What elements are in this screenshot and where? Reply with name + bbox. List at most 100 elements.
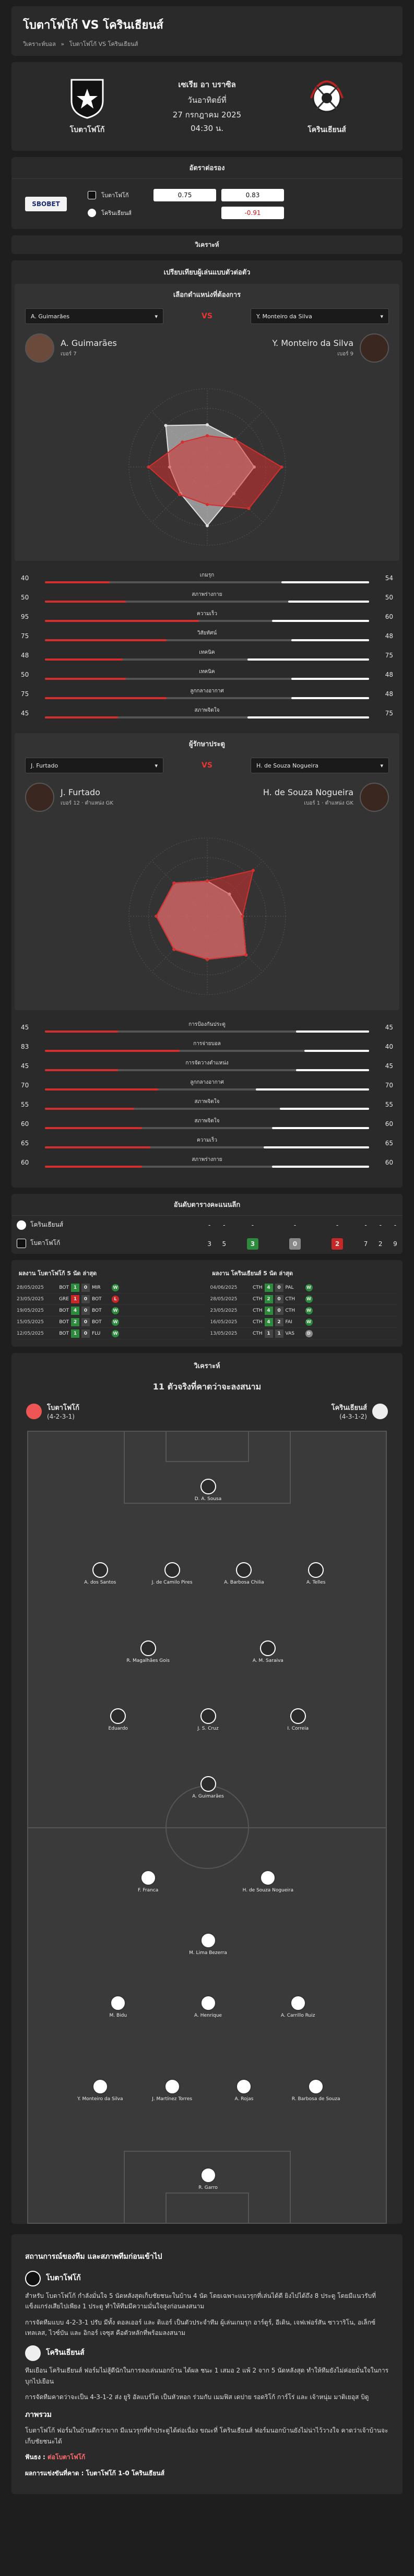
list-item[interactable]: 16/05/2025 CTH 4 2 FAI W [210,1316,397,1328]
player-dot [290,1995,306,2011]
right-player-select[interactable]: H. de Souza Nogueira ▾ [250,758,389,773]
stat-label: สภาพจิตใจ [194,708,220,713]
list-item[interactable]: 23/05/2025 GRE 1 0 BOT L [17,1293,204,1305]
player-marker[interactable]: A. Telles [285,1562,347,1585]
player-marker[interactable]: R. Magalhães Gois [117,1640,180,1663]
stat-fill-right [288,601,369,603]
player-marker[interactable]: A. Guimarães [177,1776,240,1799]
player-marker[interactable]: M. Bidu [87,1995,149,2018]
stat-track [45,620,369,622]
team-name: โบตาโฟโก้ [47,1404,80,1412]
cell: - [379,1221,382,1229]
stat-fill-right [281,581,369,583]
player-name: F. Franca [137,1888,159,1893]
radar-chart [128,388,286,546]
player-marker[interactable]: A. Henrique [177,1995,240,2018]
player-marker[interactable]: J. Martínez Torres [141,2079,204,2102]
stat-label: สภาพจิตใจ [194,1118,220,1124]
list-item[interactable]: 28/05/2025 BOT 1 0 MIR W [17,1282,204,1293]
breadcrumb-home[interactable]: วิเคราะห์บอล [23,41,56,47]
right-player-select[interactable]: Y. Monteiro da Silva ▾ [250,308,389,324]
left-player-select[interactable]: J. Furtado ▾ [25,758,163,773]
stat-left-value: 55 [21,1100,29,1108]
player-name: I. Correia [287,1726,309,1731]
player-marker[interactable]: A. Rojas [212,2079,275,2102]
list-item[interactable]: 13/05/2025 CTH 1 1 VAS D [210,1328,397,1339]
stat-right-value: 50 [385,593,393,601]
player-name: A. Telles [306,1580,326,1585]
stat-fill-right [247,716,369,718]
player-marker[interactable]: J. S. Cruz [177,1708,240,1731]
stat-track [45,658,369,661]
stat-fill-left [45,697,167,699]
stat-row: 60 สภาพร่างกาย 60 [21,1153,393,1172]
gk-title: ผู้รักษาประตู [189,740,225,748]
away-team[interactable]: โครินเธียนส์ [288,77,366,136]
stat-right-value: 60 [385,613,393,620]
home-form-title: ผลงาน โบตาโฟโก้ 5 นัด ล่าสุด [19,1270,97,1277]
player-marker[interactable]: A. M. Saraiva [236,1640,299,1663]
cell: 7 [363,1240,368,1248]
player-marker[interactable]: F. Franca [117,1870,180,1893]
radar-series-left [155,869,254,960]
player-marker[interactable]: I. Correia [267,1708,329,1731]
stat-label: วิสัยทัศน์ [197,630,217,636]
list-item[interactable]: 28/05/2025 CTH 2 0 CTH W [210,1293,397,1305]
list-item[interactable]: 23/05/2025 CTH 4 0 CTH W [210,1305,397,1316]
odds-value[interactable]: 0.75 [153,189,216,201]
player-dot [140,1870,156,1886]
player-marker[interactable]: D. A. Sousa [177,1479,240,1502]
player-name: Y. Monteiro da Silva [77,2096,123,2102]
stat-fill-right [291,697,369,699]
radar-point [280,465,283,469]
list-item[interactable]: 12/05/2025 BOT 1 0 FLU W [17,1328,204,1339]
odds-row-away: โครินเธียนส์ -0.91 [88,204,389,222]
list-item[interactable]: 19/05/2025 BOT 4 0 BOT W [17,1305,204,1316]
match-date: 12/05/2025 [17,1331,44,1336]
player-dot [260,1640,276,1656]
player-marker[interactable]: R. Barbosa de Souza [285,2079,347,2102]
stat-bar: ความเร็ว [45,1133,369,1153]
paragraph: ทีมเยือน โครินเธียนส์ ฟอร์มไม่สู้ดีนักใน… [25,2367,389,2385]
match-header: โบตาโฟโก้ เซเรีย อา บราซิล วันอาทิตย์ที่… [11,62,403,151]
stat-label: สภาพจิตใจ [194,1099,220,1105]
stat-label: เกมรุก [199,572,215,578]
left-player-select[interactable]: A. Guimarães ▾ [25,308,163,324]
cell: - [251,1221,254,1229]
stat-track [45,697,369,699]
stat-fill-left [45,1050,180,1052]
home-formation: โบตาโฟโก้ (4-2-3-1) [26,1402,79,1420]
stat-track [45,1127,369,1129]
odds-value[interactable]: -0.91 [221,207,284,219]
player-marker[interactable]: Y. Monteiro da Silva [69,2079,132,2102]
article-away-team: โครินเธียนส์ [25,2345,389,2362]
away-formation: โครินเธียนส์ (4-3-1-2) [332,1402,388,1420]
player-meta: เบอร์ 12 · ตำแหน่ง GK [61,800,113,806]
stat-right-value: 54 [385,574,393,582]
player-marker[interactable]: Eduardo [87,1708,149,1731]
stat-right-value: 48 [385,670,393,678]
player-marker[interactable]: A. Carrillo Ruiz [267,1995,329,2018]
stat-fill-left [45,1146,150,1148]
player-marker[interactable]: R. Garro [177,2167,240,2190]
odds-value[interactable]: 0.83 [221,189,284,201]
match-date: 27 กรกฎาคม 2025 [172,110,242,119]
player-marker[interactable]: A. dos Santos [69,1562,132,1585]
player-marker[interactable]: M. Lima Bezerra [177,1933,240,1956]
home-team[interactable]: โบตาโฟโก้ [48,77,126,136]
stat-fill-left [45,620,199,622]
list-item[interactable]: 15/05/2025 BOT 2 0 BOT W [17,1316,204,1328]
lineup-section-title: วิเคราะห์ [194,1362,220,1370]
stat-fill-right [304,1050,369,1052]
score-away: 0 [81,1317,90,1326]
player-marker[interactable]: H. de Souza Nogueira [236,1870,299,1893]
player-marker[interactable]: A. Barbosa Chilia [212,1562,275,1585]
list-item[interactable]: 04/06/2025 CTH 4 0 PAL W [210,1282,397,1293]
radar-ring [128,388,286,546]
botafogo-logo-icon [70,79,104,119]
right-player: Y. Monteiro da Silva เบอร์ 9 [273,333,389,363]
sbobet-logo[interactable]: SBOBET [25,197,67,211]
gk-compare: ผู้รักษาประตู J. Furtado ▾ VS H. de Souz… [15,733,399,1010]
home-code: CTH [252,1308,263,1313]
player-marker[interactable]: J. de Camilo Pires [141,1562,204,1585]
